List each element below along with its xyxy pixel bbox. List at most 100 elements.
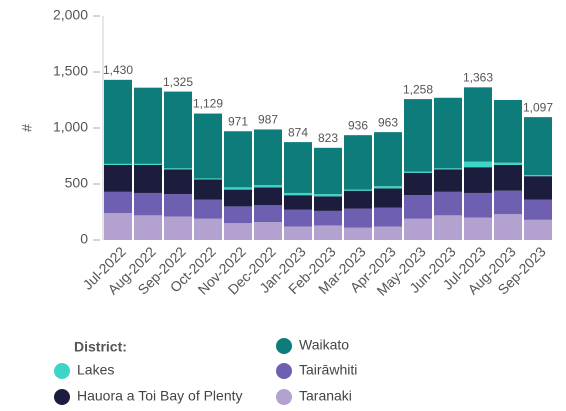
y-tick-label: 500 — [65, 175, 89, 191]
bar-segment — [164, 91, 192, 169]
legend-swatch — [54, 363, 70, 379]
y-tick-label: 1,000 — [53, 119, 88, 135]
bar-segment — [314, 210, 342, 226]
bar-segment — [374, 188, 402, 208]
bar-segment — [194, 199, 222, 219]
bar-segment — [464, 217, 492, 240]
total-label: 936 — [348, 118, 368, 132]
bar-segment — [434, 215, 462, 240]
bar-segment — [524, 175, 552, 177]
bar-segment — [284, 226, 312, 240]
total-label: 987 — [258, 113, 278, 127]
bar-segment — [194, 178, 222, 180]
bar-segment — [284, 209, 312, 227]
bar-segment — [404, 171, 432, 173]
bar-segment — [104, 79, 132, 164]
bar-segment — [194, 218, 222, 240]
bar-segment — [464, 167, 492, 193]
bar-segment — [314, 225, 342, 240]
bar-segment — [494, 164, 522, 191]
bar-segment — [434, 168, 462, 170]
bar-segment — [374, 226, 402, 240]
bar-segment — [344, 208, 372, 228]
bar-segment — [344, 135, 372, 190]
bar-segment — [164, 194, 192, 217]
bar-segment — [524, 117, 552, 176]
bar-segment — [254, 187, 282, 206]
bar-segment — [434, 169, 462, 192]
bar-segment — [464, 161, 492, 168]
bar-segment — [344, 190, 372, 209]
total-label: 1,097 — [523, 100, 553, 114]
total-label: 874 — [288, 125, 308, 139]
bar-segment — [254, 205, 282, 223]
legend-swatch — [276, 338, 292, 354]
legend-title: District: — [74, 339, 127, 355]
bar-segment — [134, 164, 162, 193]
bar-segment — [464, 192, 492, 218]
legend-label: Waikato — [299, 337, 349, 353]
legend-swatch — [54, 389, 70, 405]
bar-segment — [224, 131, 252, 188]
bar-segment — [524, 176, 552, 200]
total-label: 823 — [318, 131, 338, 145]
bar-segment — [104, 163, 132, 165]
bar-segment — [104, 213, 132, 240]
total-label: 1,325 — [163, 75, 193, 89]
bar-segment — [344, 227, 372, 240]
bar-segment — [254, 185, 282, 188]
bar-segment — [524, 199, 552, 220]
bar-segment — [134, 215, 162, 240]
bar-segment — [104, 191, 132, 214]
bar-segment — [224, 189, 252, 207]
bar-segment — [254, 129, 282, 186]
bar-segment — [284, 142, 312, 193]
bar-segment — [164, 168, 192, 170]
bar-segment — [134, 87, 162, 164]
bar-segment — [104, 164, 132, 192]
bar-segment — [404, 218, 432, 240]
y-tick-label: 2,000 — [53, 7, 88, 23]
bar-segment — [524, 219, 552, 240]
bar-segment — [494, 214, 522, 240]
bar-segment — [134, 192, 162, 216]
bar-segment — [194, 179, 222, 200]
bar-segment — [224, 223, 252, 240]
legend-swatch — [276, 389, 292, 405]
bar-segment — [344, 189, 372, 191]
total-label: 971 — [228, 114, 248, 128]
bar-segment — [374, 132, 402, 187]
bar-segment — [314, 147, 342, 195]
bar-segment — [404, 172, 432, 196]
bar-segment — [254, 222, 282, 240]
y-axis-label: # — [19, 124, 35, 132]
bar-segment — [464, 87, 492, 162]
legend-swatch — [276, 363, 292, 379]
bar-segment — [494, 162, 522, 165]
bar-segment — [134, 163, 162, 165]
y-tick-label: 1,500 — [53, 63, 88, 79]
bar-segment — [164, 216, 192, 240]
legend-label: Tairāwhiti — [299, 362, 357, 378]
bar-segment — [284, 192, 312, 196]
bar-segment — [494, 100, 522, 163]
total-label: 1,129 — [193, 97, 223, 111]
bar-segment — [284, 195, 312, 210]
bar-segment — [224, 206, 252, 224]
bar-segment — [314, 194, 342, 197]
bar-segment — [194, 113, 222, 179]
legend-label: Taranaki — [299, 388, 352, 404]
bar-segment — [314, 196, 342, 211]
legend-label: Lakes — [77, 362, 114, 378]
bar-segment — [374, 186, 402, 189]
bar-segment — [404, 195, 432, 219]
bar-segment — [434, 191, 462, 216]
bar-segment — [164, 169, 192, 195]
bar-segment — [224, 187, 252, 190]
total-label: 1,363 — [463, 71, 493, 85]
y-tick-label: 0 — [80, 231, 88, 247]
bar-segment — [494, 190, 522, 215]
bar-segment — [404, 99, 432, 172]
total-label: 963 — [378, 115, 398, 129]
